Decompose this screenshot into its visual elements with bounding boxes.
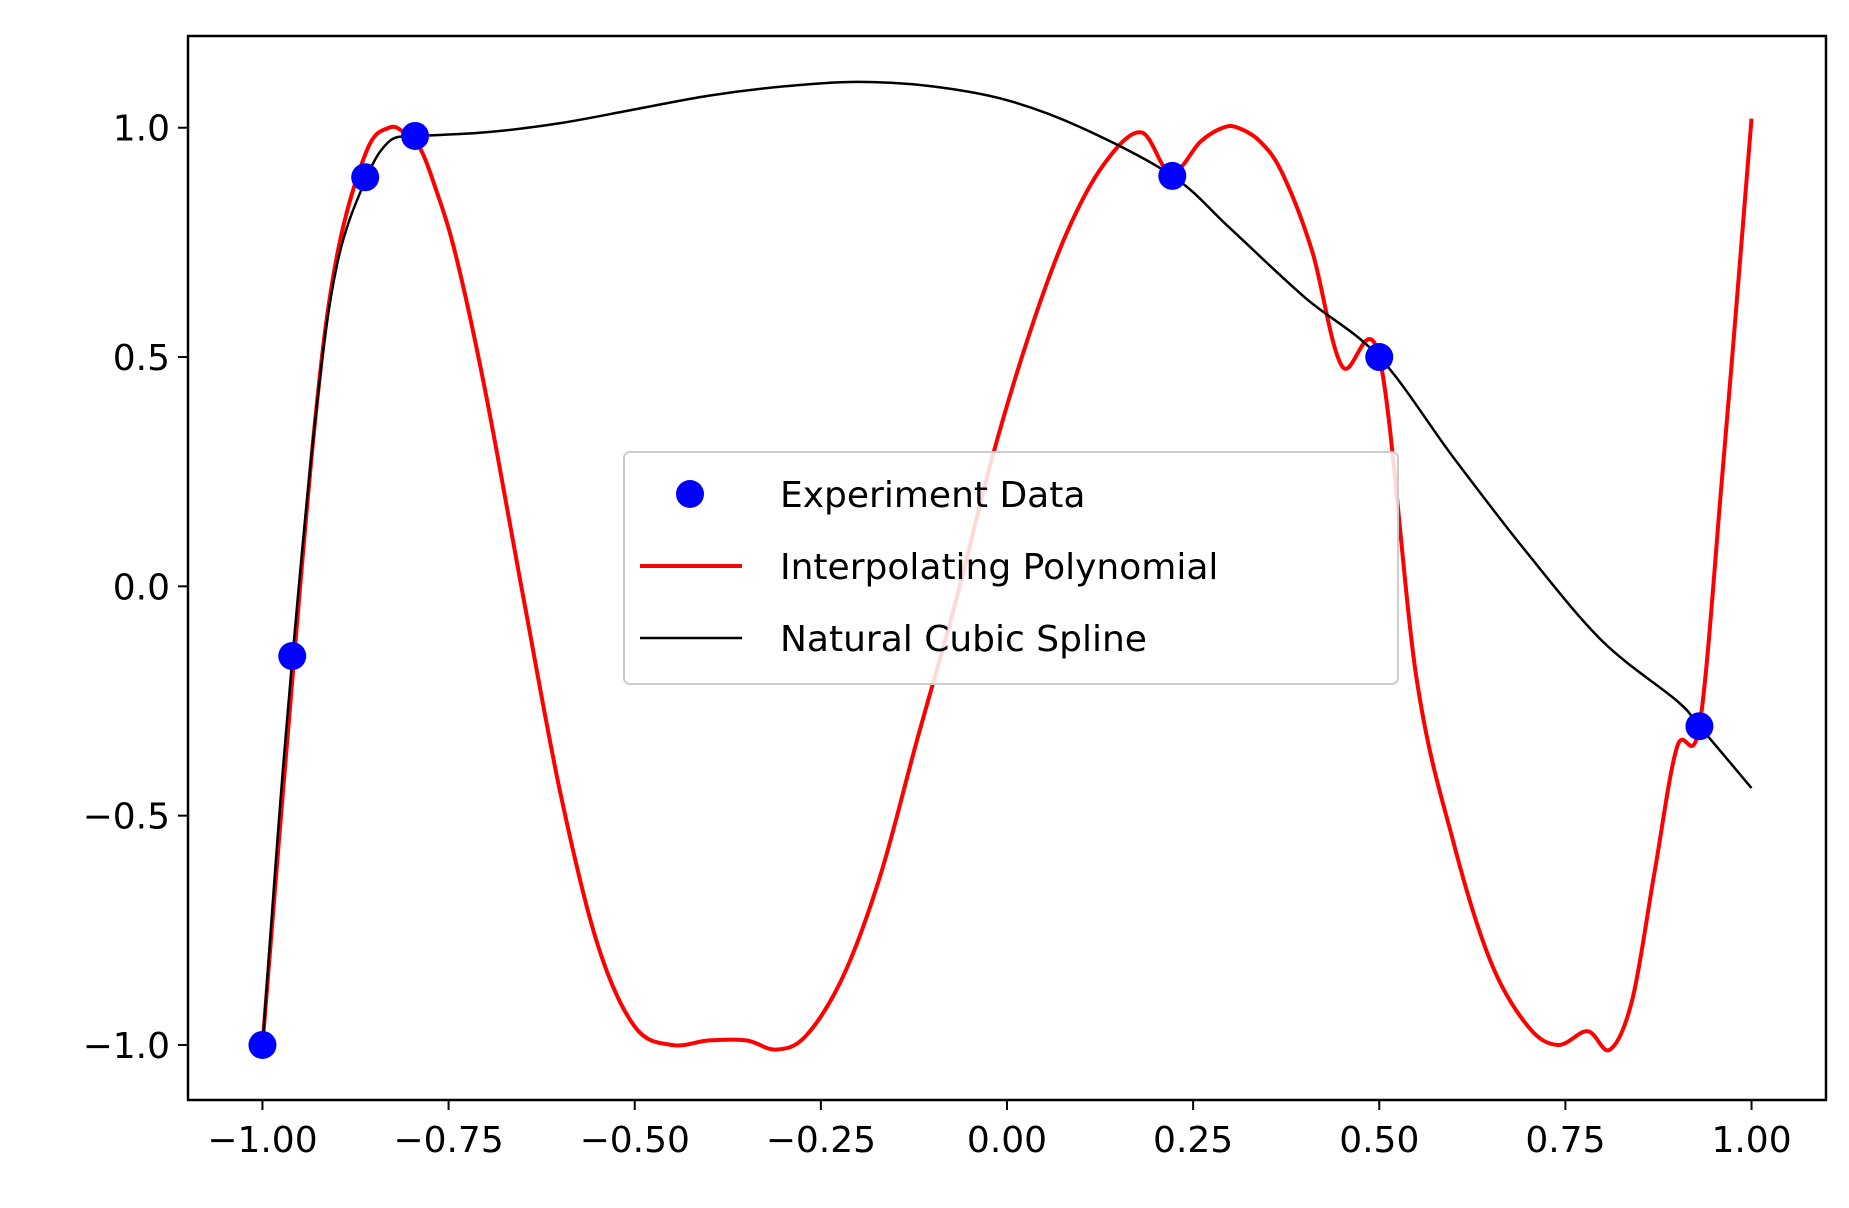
x-tick-label: 0.50: [1339, 1120, 1419, 1161]
legend-frame: [623, 451, 1399, 685]
x-tick-label: −0.75: [393, 1120, 503, 1161]
legend-label-interpolating-polynomial: Interpolating Polynomial: [780, 547, 1218, 588]
legend-marker-experiment-data: [676, 480, 704, 508]
y-tick-label: −0.5: [83, 797, 170, 838]
data-point: [1365, 343, 1394, 372]
data-point: [1158, 161, 1187, 190]
legend: Experiment Data Interpolating Polynomial…: [623, 451, 1399, 685]
y-axis: −1.0 −0.5 0.0 0.5 1.0: [83, 109, 188, 1067]
x-axis: −1.00 −0.75 −0.50 −0.25 0.00 0.25 0.50 0.75 1.00: [207, 1100, 1792, 1161]
x-tick-label: 1.00: [1711, 1120, 1791, 1161]
x-tick-label: −1.00: [207, 1120, 317, 1161]
x-tick-label: −0.25: [766, 1120, 876, 1161]
data-point: [278, 642, 307, 671]
legend-label-experiment-data: Experiment Data: [780, 475, 1085, 516]
data-point: [1685, 712, 1714, 741]
y-tick-label: 0.0: [113, 567, 170, 608]
y-tick-label: 0.5: [113, 338, 170, 379]
plot-area: [248, 80, 1754, 1059]
y-tick-label: −1.0: [83, 1026, 170, 1067]
x-tick-label: 0.25: [1153, 1120, 1233, 1161]
x-tick-label: −0.50: [580, 1120, 690, 1161]
series-line-interpolating-polynomial: [260, 118, 1754, 1053]
y-tick-label: 1.0: [113, 109, 170, 150]
data-point: [401, 121, 430, 150]
legend-label-natural-cubic-spline: Natural Cubic Spline: [780, 619, 1147, 660]
x-tick-label: 0.75: [1525, 1120, 1605, 1161]
data-point: [351, 163, 380, 192]
series-line-natural-cubic-spline: [261, 80, 1753, 1046]
x-tick-label: 0.00: [967, 1120, 1047, 1161]
data-point: [248, 1030, 277, 1059]
